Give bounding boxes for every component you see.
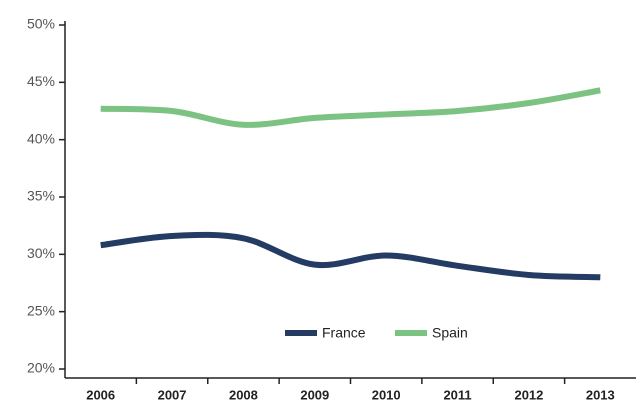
y-tick-label: 35% xyxy=(27,188,55,204)
y-tick-label: 20% xyxy=(27,360,55,376)
x-tick-label: 2012 xyxy=(514,387,543,402)
x-tick-label: 2011 xyxy=(443,387,471,402)
y-tick-label: 25% xyxy=(27,302,55,318)
x-tick-label: 2010 xyxy=(372,387,401,402)
x-tick-label: 2007 xyxy=(158,387,187,402)
y-tick-label: 45% xyxy=(27,73,55,89)
line-series xyxy=(100,231,601,281)
x-tick-label: 2006 xyxy=(86,387,115,402)
y-tick-label: 30% xyxy=(27,245,55,261)
x-tick-label: 2008 xyxy=(229,387,258,402)
line-series xyxy=(100,87,601,128)
x-tick-label: 2013 xyxy=(586,387,615,402)
x-tick-label: 2009 xyxy=(300,387,329,402)
legend-label: France xyxy=(322,325,366,341)
y-tick-label: 50% xyxy=(27,16,55,32)
legend-label: Spain xyxy=(432,325,468,341)
y-tick-label: 40% xyxy=(27,130,55,146)
